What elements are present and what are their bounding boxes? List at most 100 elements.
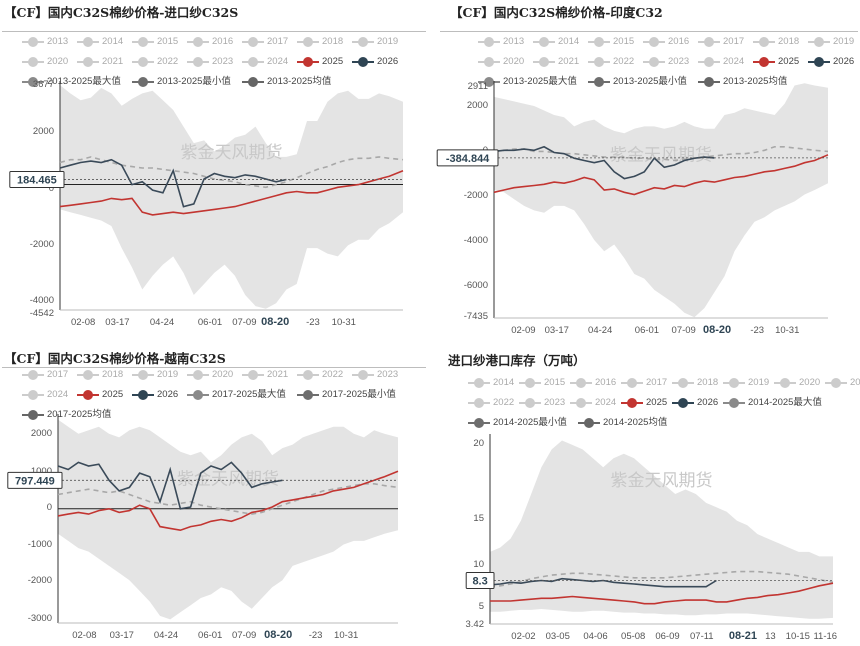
legend-marker bbox=[698, 57, 720, 67]
legend-item[interactable]: 2016 bbox=[187, 33, 233, 51]
legend-item[interactable]: 2020 bbox=[478, 53, 524, 71]
legend-marker bbox=[242, 77, 264, 87]
legend-item[interactable]: 2026 bbox=[352, 53, 398, 71]
legend-item[interactable]: 2025 bbox=[621, 394, 667, 412]
legend-item[interactable]: 2017 bbox=[242, 33, 288, 51]
legend-item[interactable]: 2022 bbox=[468, 394, 514, 412]
chart-legend[interactable]: 2013 2014 2015 2016 2017 2018 2019 2020 2021 2022… bbox=[0, 33, 430, 93]
legend-marker bbox=[77, 370, 99, 380]
legend-item[interactable]: 2025 bbox=[753, 53, 799, 71]
legend-item[interactable]: 2026 bbox=[808, 53, 854, 71]
legend-marker bbox=[621, 378, 643, 388]
legend-item[interactable]: 2022 bbox=[132, 53, 178, 71]
series-2026-line bbox=[57, 461, 283, 510]
legend-label: 2020 bbox=[799, 377, 821, 388]
legend-item[interactable]: 2015 bbox=[132, 33, 178, 51]
legend-item[interactable]: 2026 bbox=[132, 386, 178, 404]
legend-item[interactable]: 2018 bbox=[77, 366, 123, 384]
legend-item[interactable]: 2014 bbox=[533, 33, 579, 51]
legend-item[interactable]: 2020 bbox=[774, 374, 820, 392]
legend-item[interactable]: 2020 bbox=[22, 53, 68, 71]
legend-marker bbox=[478, 77, 500, 87]
legend-item[interactable]: 2014 bbox=[468, 374, 514, 392]
y-tick-label: 2911 bbox=[468, 81, 488, 92]
x-tick-label: 06-09 bbox=[655, 631, 679, 642]
chart-legend[interactable]: 2014 2015 2016 2017 2018 2019 2020 2021 2022 2023… bbox=[446, 374, 860, 434]
x-tick-label: 03-05 bbox=[546, 631, 570, 642]
legend-item[interactable]: 2025 bbox=[297, 53, 343, 71]
legend-marker bbox=[77, 57, 99, 67]
legend-item[interactable]: 2026 bbox=[672, 394, 718, 412]
legend-label: 2013-2025最大值 bbox=[47, 76, 121, 87]
legend-item[interactable]: 2013-2025最大值 bbox=[478, 73, 577, 91]
legend-item[interactable]: 2021 bbox=[533, 53, 579, 71]
legend-item[interactable]: 2013-2025均值 bbox=[242, 73, 331, 91]
legend-marker bbox=[621, 398, 643, 408]
legend-item[interactable]: 2019 bbox=[723, 374, 769, 392]
legend-item[interactable]: 2018 bbox=[297, 33, 343, 51]
legend-item[interactable]: 2013 bbox=[22, 33, 68, 51]
legend-label: 2013-2025均值 bbox=[267, 76, 332, 87]
legend-item[interactable]: 2023 bbox=[352, 366, 398, 384]
legend-item[interactable]: 2016 bbox=[643, 33, 689, 51]
legend-item[interactable]: 2013-2025最大值 bbox=[22, 73, 121, 91]
legend-item[interactable]: 2017 bbox=[22, 366, 68, 384]
chart-svg: 紫金天风期货291120000-2000-4000-6000-7435-384.… bbox=[436, 81, 829, 336]
legend-item[interactable]: 2013-2025最小值 bbox=[132, 73, 231, 91]
legend-item[interactable]: 2017 bbox=[621, 374, 667, 392]
legend-item[interactable]: 2021 bbox=[825, 374, 860, 392]
legend-item[interactable]: 2014-2025最小值 bbox=[468, 414, 567, 432]
legend-item[interactable]: 2013 bbox=[478, 33, 524, 51]
legend-item[interactable]: 2017-2025最大值 bbox=[187, 386, 286, 404]
chart-legend[interactable]: 2013 2014 2015 2016 2017 2018 2019 2020 2021 2022… bbox=[456, 33, 860, 93]
legend-item[interactable]: 2014 bbox=[77, 33, 123, 51]
x-tick-label: 03-17 bbox=[105, 317, 129, 328]
x-tick-label: 04-24 bbox=[588, 325, 612, 336]
legend-item[interactable]: 2018 bbox=[672, 374, 718, 392]
legend-marker bbox=[570, 398, 592, 408]
legend-item[interactable]: 2015 bbox=[588, 33, 634, 51]
legend-item[interactable]: 2022 bbox=[297, 366, 343, 384]
legend-item[interactable]: 2014-2025均值 bbox=[578, 414, 667, 432]
legend-item[interactable]: 2022 bbox=[588, 53, 634, 71]
y-tick-label: -3000 bbox=[28, 613, 52, 624]
legend-label: 2023 bbox=[212, 56, 234, 67]
legend-label: 2023 bbox=[544, 397, 566, 408]
chart-legend[interactable]: 2017 2018 2019 2020 2021 2022 2023 2024 2025 2026… bbox=[0, 366, 430, 426]
x-tick-label: 13 bbox=[765, 631, 776, 642]
legend-item[interactable]: 2024 bbox=[570, 394, 616, 412]
legend-item[interactable]: 2013-2025均值 bbox=[698, 73, 787, 91]
legend-item[interactable]: 2013-2025最小值 bbox=[588, 73, 687, 91]
legend-item[interactable]: 2017-2025均值 bbox=[22, 406, 111, 424]
legend-label: 2016 bbox=[668, 36, 690, 47]
legend-item[interactable]: 2019 bbox=[132, 366, 178, 384]
legend-item[interactable]: 2024 bbox=[242, 53, 288, 71]
legend-item[interactable]: 2014-2025最大值 bbox=[723, 394, 822, 412]
legend-item[interactable]: 2017 bbox=[698, 33, 744, 51]
legend-marker bbox=[242, 370, 264, 380]
legend-item[interactable]: 2021 bbox=[242, 366, 288, 384]
legend-item[interactable]: 2023 bbox=[643, 53, 689, 71]
legend-item[interactable]: 2019 bbox=[808, 33, 854, 51]
legend-marker bbox=[187, 37, 209, 47]
legend-item[interactable]: 2020 bbox=[187, 366, 233, 384]
legend-item[interactable]: 2024 bbox=[698, 53, 744, 71]
legend-item[interactable]: 2021 bbox=[77, 53, 123, 71]
legend-item[interactable]: 2016 bbox=[570, 374, 616, 392]
chart-svg: 紫金天风期货 20 15 10 5 3.42 8.3 02-02 03-05 04-06 05-08… bbox=[466, 434, 837, 642]
max-min-band bbox=[490, 440, 833, 619]
legend-item[interactable]: 2023 bbox=[519, 394, 565, 412]
legend-marker bbox=[698, 37, 720, 47]
legend-item[interactable]: 2025 bbox=[77, 386, 123, 404]
legend-label: 2013-2025最小值 bbox=[613, 76, 687, 87]
legend-label: 2013-2025均值 bbox=[723, 76, 788, 87]
legend-label: 2017 bbox=[646, 377, 668, 388]
legend-label: 2015 bbox=[613, 36, 635, 47]
series-2026-line bbox=[59, 158, 287, 208]
legend-item[interactable]: 2024 bbox=[22, 386, 68, 404]
legend-item[interactable]: 2023 bbox=[187, 53, 233, 71]
legend-item[interactable]: 2015 bbox=[519, 374, 565, 392]
legend-item[interactable]: 2017-2025最小值 bbox=[297, 386, 396, 404]
legend-item[interactable]: 2019 bbox=[352, 33, 398, 51]
legend-item[interactable]: 2018 bbox=[753, 33, 799, 51]
